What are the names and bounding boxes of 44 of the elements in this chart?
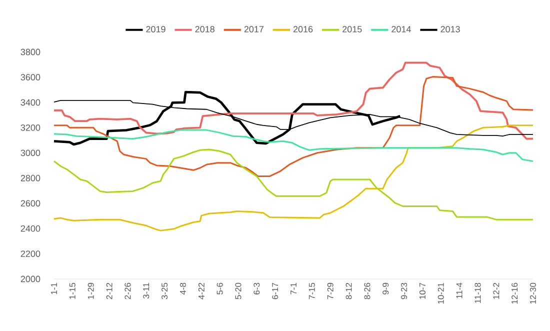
x-tick-label: 5-20 xyxy=(235,282,242,300)
x-tick-label: 5-6 xyxy=(216,282,223,294)
x-tick-label: 7-15 xyxy=(308,282,315,300)
x-tick-label: 6-3 xyxy=(254,282,260,294)
legend-label: 2014 xyxy=(392,26,411,32)
x-tick-label: 3-25 xyxy=(162,282,168,300)
x-tick-label: 1-1 xyxy=(51,282,57,294)
x-tick-label: 7-29 xyxy=(327,282,334,300)
x-tick-label: 1-15 xyxy=(69,282,76,299)
x-tick-label: 11-4 xyxy=(456,282,462,298)
y-tick-label: 3400 xyxy=(20,99,40,106)
x-tick-label: 11-18 xyxy=(474,282,481,303)
x-tick-label: 8-12 xyxy=(346,282,352,300)
legend-label: 2017 xyxy=(244,26,264,32)
x-tick-label: 3-11 xyxy=(143,282,150,299)
legend-label: 2013 xyxy=(440,26,460,32)
y-tick-label: 3200 xyxy=(20,124,40,131)
x-tick-label: 4-22 xyxy=(198,282,204,300)
legend-label: 2019 xyxy=(146,26,166,32)
y-tick-label: 3800 xyxy=(20,48,40,56)
y-tick-label: 2600 xyxy=(20,200,40,207)
x-tick-label: 2-26 xyxy=(124,282,131,300)
x-tick-label: 9-9 xyxy=(382,282,389,294)
x-tick-label: 8-26 xyxy=(364,282,370,300)
x-tick-label: 6-17 xyxy=(272,282,278,300)
x-tick-label: 10-7 xyxy=(419,282,426,299)
y-tick-label: 2400 xyxy=(20,225,40,232)
legend-label: 2018 xyxy=(195,26,214,32)
x-tick-label: 4-8 xyxy=(180,282,186,295)
x-tick-label: 10-21 xyxy=(438,282,444,304)
x-tick-label: 12-30 xyxy=(530,282,536,304)
y-tick-label: 3600 xyxy=(20,74,40,80)
y-tick-label: 2200 xyxy=(20,250,40,257)
legend-label: 2015 xyxy=(342,26,362,32)
x-tick-label: 9-23 xyxy=(401,282,408,300)
x-tick-label: 7-1 xyxy=(290,282,296,294)
y-tick-label: 3000 xyxy=(20,150,40,156)
y-tick-label: 2000 xyxy=(20,276,40,282)
x-tick-label: 12-16 xyxy=(512,282,518,304)
x-tick-label: 1-29 xyxy=(88,282,94,299)
x-tick-label: 12-2 xyxy=(493,282,500,299)
y-tick-label: 2800 xyxy=(20,174,40,182)
legend-label: 2016 xyxy=(293,26,313,32)
x-tick-label: 2-12 xyxy=(106,282,112,300)
